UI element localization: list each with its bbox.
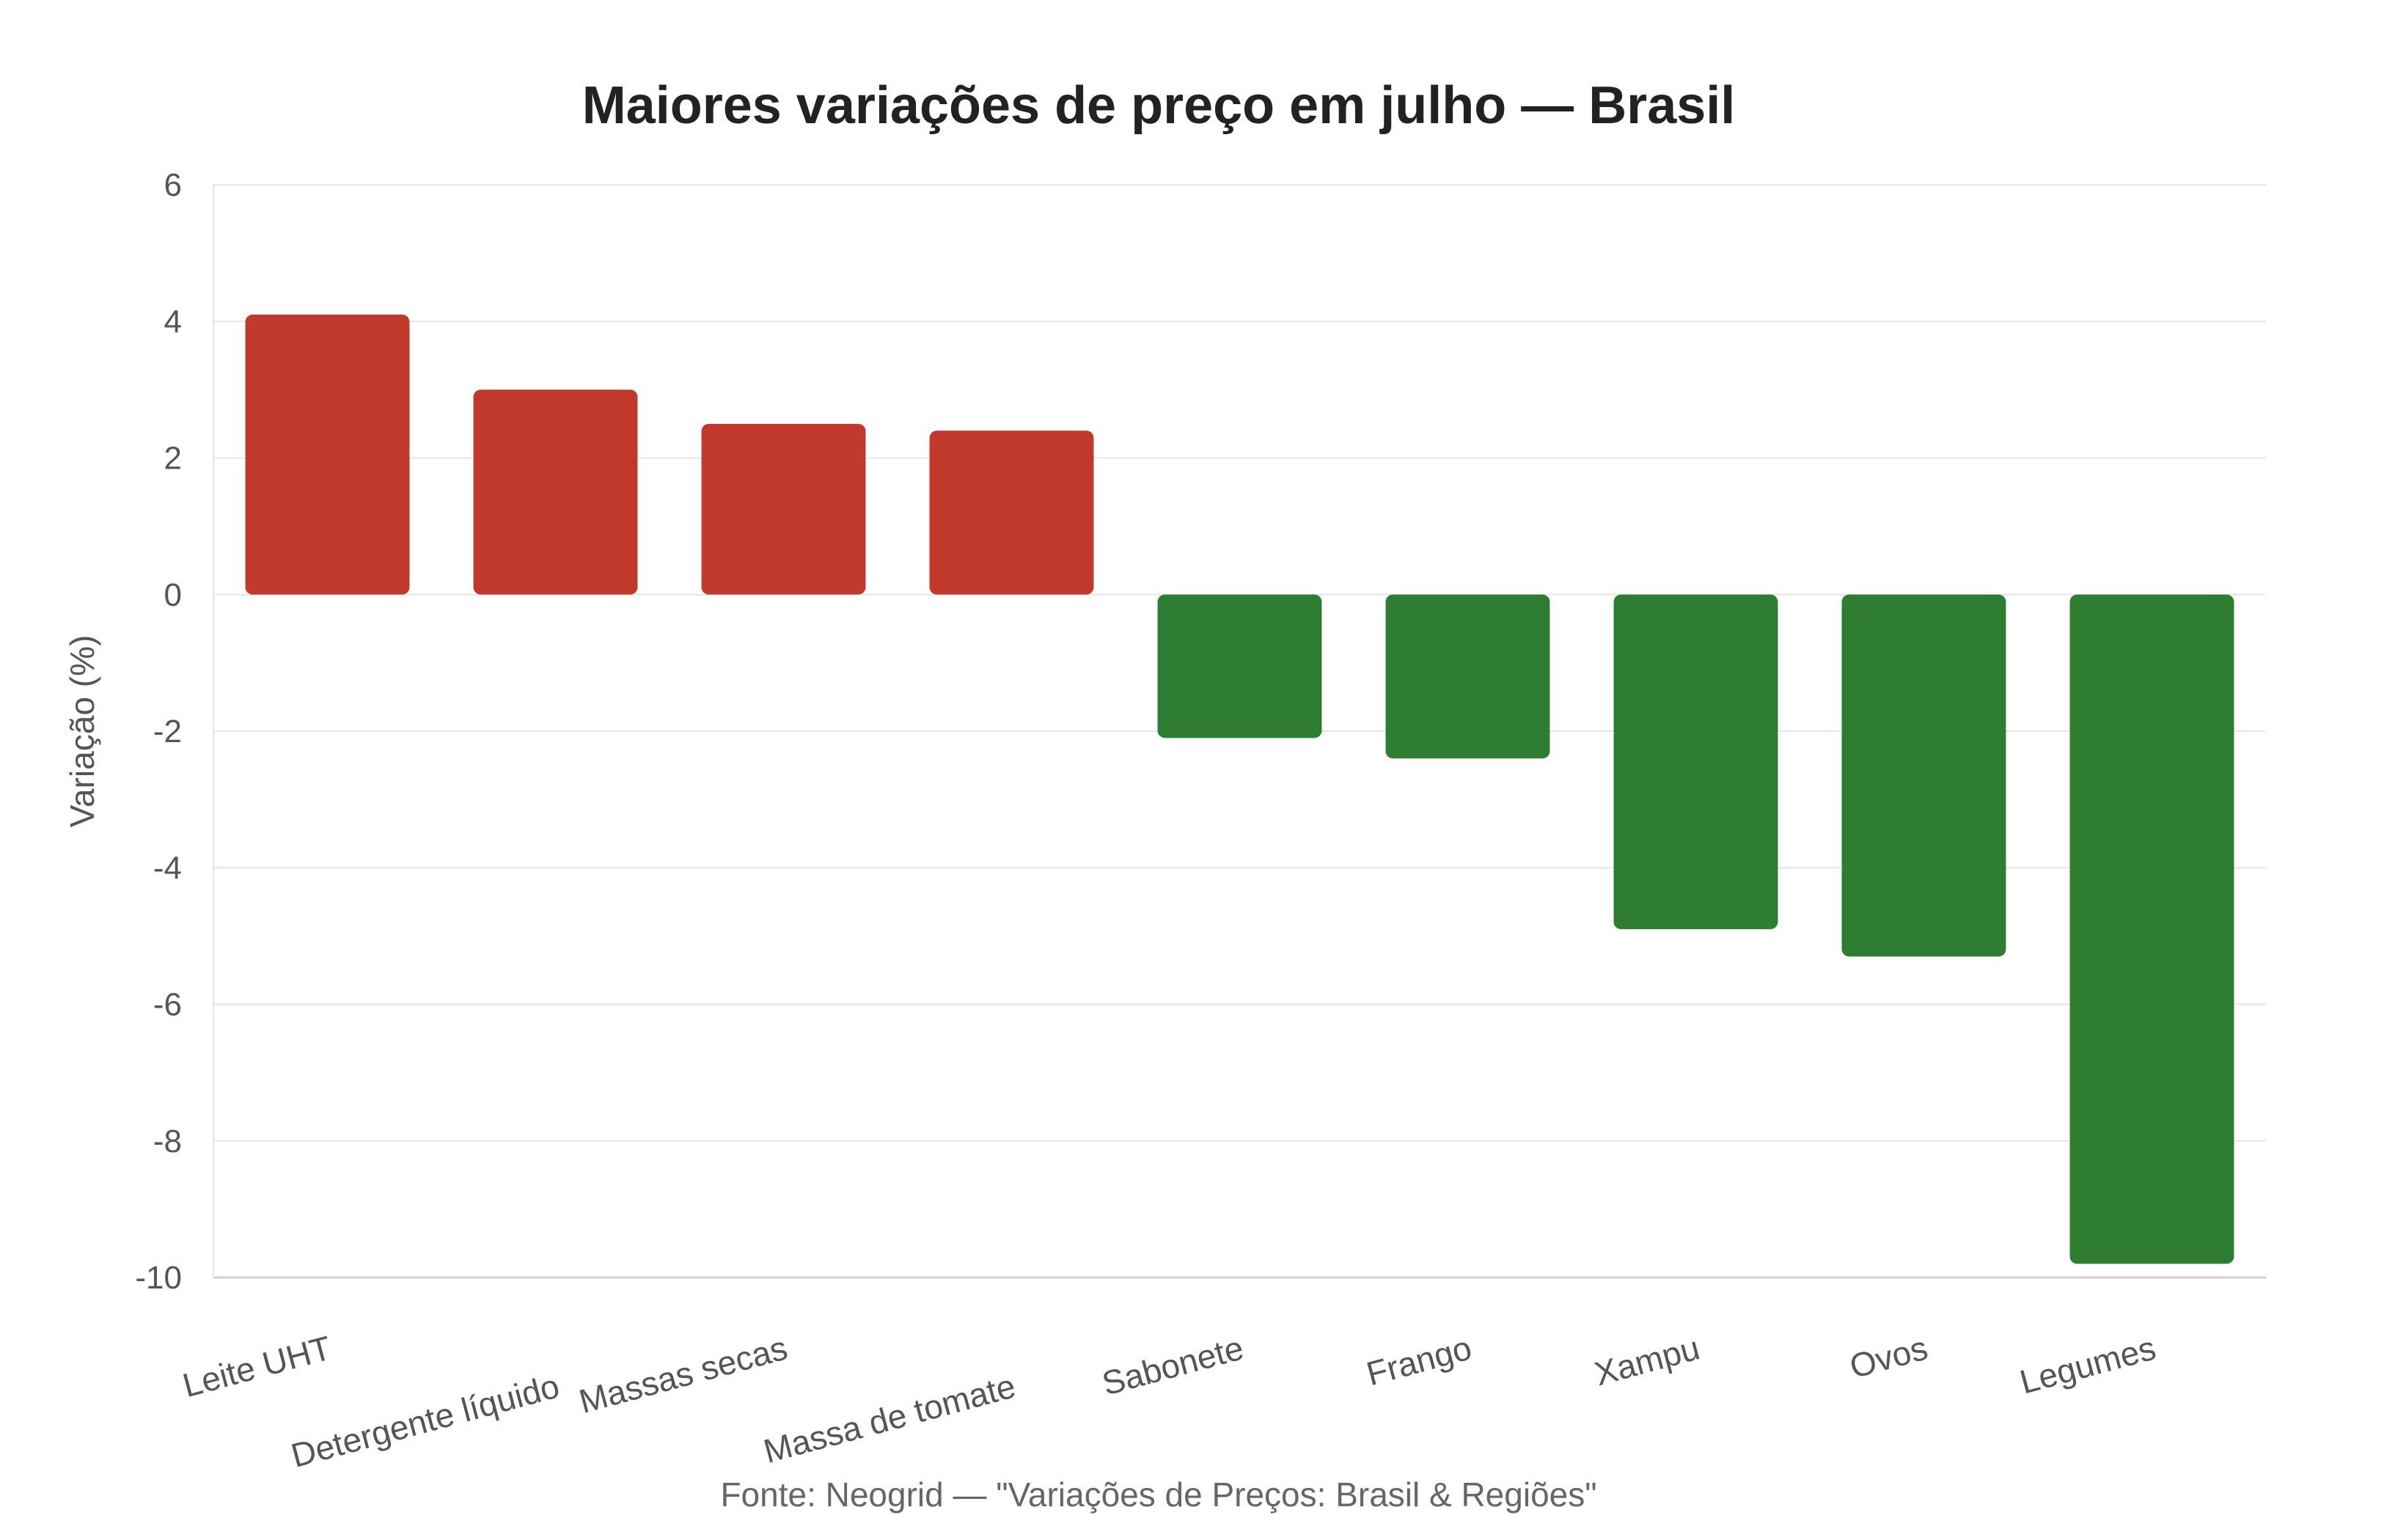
y-tick-label: 2 [164, 441, 182, 477]
x-tick-label: Legumes [2016, 1328, 2160, 1401]
x-tick-label: Massas secas [575, 1328, 791, 1420]
y-tick-label: -4 [153, 850, 182, 886]
y-tick-label: -10 [135, 1260, 182, 1296]
x-tick-label: Detergente líquido [287, 1366, 564, 1475]
bars [245, 314, 2234, 1264]
bar-legumes[interactable] [2069, 594, 2234, 1264]
source-note: Fonte: Neogrid — "Variações de Preços: B… [720, 1475, 1596, 1514]
x-tick-label: Sabonete [1098, 1328, 1247, 1402]
y-axis-ticks: 6 4 2 0 -2 -4 -6 -8 -10 [135, 167, 182, 1296]
y-tick-label: 0 [164, 577, 182, 613]
bar-ovos[interactable] [1841, 594, 2006, 957]
bar-leite-uht[interactable] [245, 314, 410, 595]
y-tick-label: -6 [153, 987, 182, 1023]
y-tick-label: 4 [164, 304, 182, 340]
y-tick-label: -2 [153, 714, 182, 749]
x-tick-label: Leite UHT [179, 1328, 335, 1404]
y-tick-label: -8 [153, 1123, 182, 1159]
x-tick-label: Frango [1362, 1328, 1475, 1393]
bar-massas-secas[interactable] [701, 423, 866, 595]
y-axis-label: Variação (%) [63, 635, 101, 827]
x-tick-label: Massa de tomate [760, 1366, 1019, 1470]
chart-title: Maiores variações de preço em julho — Br… [582, 76, 1736, 135]
bar-frango[interactable] [1385, 594, 1550, 759]
bar-xampu[interactable] [1613, 594, 1778, 930]
x-tick-label: Xampu [1591, 1328, 1703, 1393]
y-tick-label: 6 [164, 167, 182, 203]
bar-massa-de-tomate[interactable] [929, 430, 1094, 595]
x-tick-label: Ovos [1846, 1328, 1932, 1385]
bar-sabonete[interactable] [1157, 594, 1322, 738]
bar-detergente-líquido[interactable] [473, 389, 638, 595]
